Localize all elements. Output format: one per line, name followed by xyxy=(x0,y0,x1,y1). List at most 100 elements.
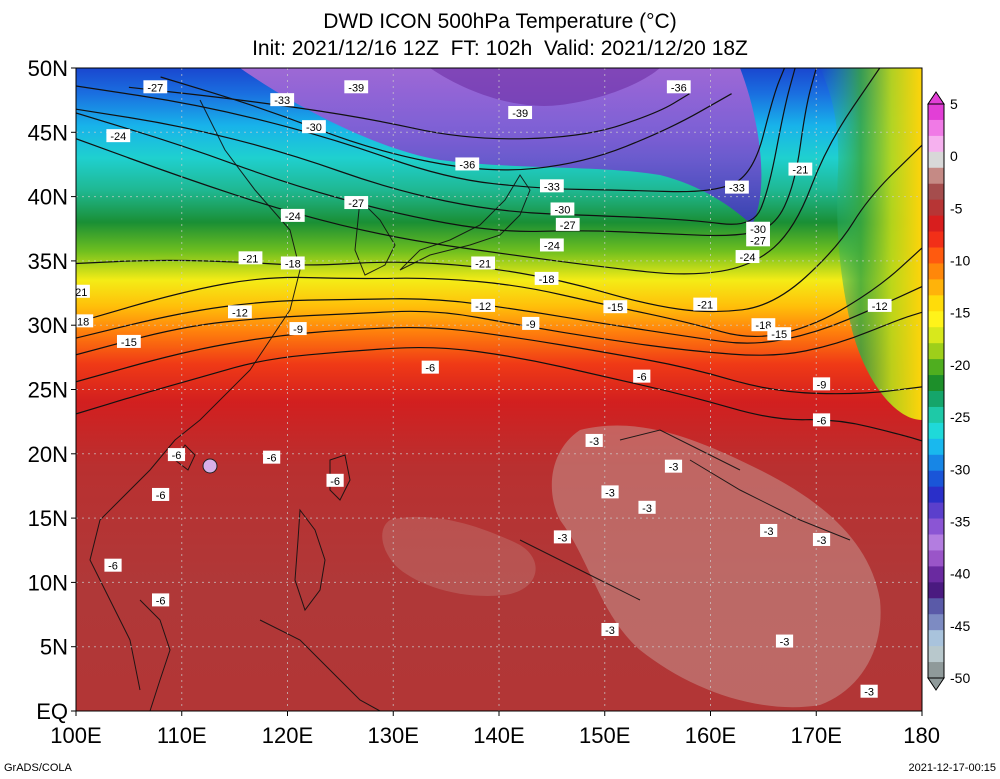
contour-label: -39 xyxy=(508,106,533,120)
colorbar-swatch xyxy=(928,375,944,392)
colorbar-swatch xyxy=(928,391,944,408)
contour-label: -6 xyxy=(152,593,170,607)
contour-line xyxy=(160,76,732,171)
contour-labels: -39-39-36-36-33-33 -33-30-30-30-27-27-27-… xyxy=(76,80,892,699)
contour-label-text: -3 xyxy=(558,532,568,544)
contour-label-box xyxy=(550,202,575,216)
contour-label-box xyxy=(746,221,770,235)
contour-label-text: -15 xyxy=(607,302,623,314)
colorbar-swatch xyxy=(928,231,944,248)
chart-subtitle: Init: 2021/12/16 12Z FT: 102h Valid: 202… xyxy=(252,37,748,60)
colorbar-label: -50 xyxy=(950,670,970,686)
contour-label-text: -24 xyxy=(285,211,301,223)
colorbar-swatch xyxy=(928,247,944,264)
contour-label-box xyxy=(725,180,749,194)
colorbar-swatch xyxy=(928,215,944,232)
contour-label-text: -30 xyxy=(750,224,766,236)
contour-label: -12 xyxy=(228,305,252,319)
colorbar-swatch xyxy=(928,438,944,456)
colorbar-swatch xyxy=(928,534,944,551)
contour-label-box xyxy=(633,369,651,383)
contour-label-box xyxy=(455,157,480,171)
contour-label: -3 xyxy=(601,622,619,637)
contour-label-text: -6 xyxy=(637,372,647,384)
contour-label-text: -9 xyxy=(526,319,536,331)
contour-label-text: -6 xyxy=(267,453,277,465)
colorbar-swatch xyxy=(928,104,944,121)
contour-label: -24 xyxy=(280,208,305,223)
colorbar-swatch xyxy=(928,279,944,296)
contour-label-box xyxy=(746,233,770,247)
colorbar-swatch xyxy=(928,311,944,328)
contour-label: -15 xyxy=(116,334,141,349)
lat-tick-label: 10N xyxy=(28,570,68,595)
colorbar-top-arrow xyxy=(927,91,945,105)
contour-label: -3 xyxy=(760,523,778,538)
colorbar-swatch xyxy=(928,566,944,583)
contour-label-box xyxy=(344,196,369,210)
contour-label-text: -9 xyxy=(817,379,827,391)
contour-label: -9 xyxy=(289,322,307,336)
contour-label-text: -6 xyxy=(156,595,166,607)
contour-label: -18 xyxy=(280,256,305,270)
contour-label-box xyxy=(775,634,794,648)
colorbar-label: 5 xyxy=(950,96,958,112)
contour-label-box xyxy=(767,327,792,341)
contour-label: -3 xyxy=(860,684,878,699)
contour-label-text: -12 xyxy=(872,301,888,313)
contour-label-text: -18 xyxy=(539,274,555,286)
contour-label: -3 xyxy=(585,433,603,448)
contour-label: -9 xyxy=(812,377,831,391)
contour-label: -18 xyxy=(76,314,94,328)
contour-label-box xyxy=(693,297,718,311)
lon-tick-label: 180 xyxy=(903,723,940,748)
lat-tick-label: 40N xyxy=(28,185,68,210)
longitude-axis: 100E 110E 120E 130E 140E 150E 160E 170E 180 xyxy=(50,711,940,748)
colorbar-bottom-arrow xyxy=(927,677,945,691)
contour-label-box xyxy=(522,316,540,330)
contour-label-box xyxy=(270,93,295,107)
contour-label-text: -33 xyxy=(544,181,560,193)
contour-label: -3 xyxy=(601,485,619,499)
contour-label-box xyxy=(76,314,94,328)
contour-line xyxy=(76,68,796,225)
contour-label-text: -12 xyxy=(475,301,491,313)
contour-label: 21 xyxy=(76,284,90,299)
colorbar-swatch xyxy=(928,119,944,137)
colorbar-swatch xyxy=(928,614,944,631)
contour-label-text: -3 xyxy=(605,625,615,637)
lat-tick-label: 50N xyxy=(28,56,68,81)
contour-label-box xyxy=(104,558,122,572)
colorbar: 5 0 -5 -10 -15 -20 -25 -30 -35 -40 -45 -50 xyxy=(927,91,970,691)
lon-tick-label: 130E xyxy=(368,723,419,748)
grid-lines xyxy=(76,68,922,711)
latitude-axis: 50N 45N 40N 35N 30N 25N 20N 15N 10N 5N EQ xyxy=(28,56,76,724)
contour-label-text: -36 xyxy=(459,159,475,171)
contour-label-box xyxy=(508,106,533,120)
contour-label-text: -33 xyxy=(274,95,290,107)
contour-label: -18 xyxy=(534,271,559,286)
contour-label: -9 xyxy=(522,316,540,331)
lat-tick-label: 35N xyxy=(28,249,68,274)
colorbar-swatch xyxy=(928,406,944,424)
contour-line xyxy=(76,346,922,442)
typhoon-core xyxy=(202,458,218,474)
contour-line xyxy=(128,86,690,140)
contour-label-text: -21 xyxy=(475,258,491,270)
colorbar-label: -25 xyxy=(950,409,970,425)
contour-label: -6 xyxy=(812,413,831,427)
contour-label: -27 xyxy=(344,196,369,210)
colorbar-swatch xyxy=(928,359,944,376)
lat-tick-label: 5N xyxy=(40,635,68,660)
colorbar-swatch xyxy=(928,263,944,280)
contour-label: -30 xyxy=(550,202,575,216)
contour-label-box xyxy=(106,129,131,143)
lon-tick-label: 150E xyxy=(579,723,630,748)
contour-label-box xyxy=(344,80,369,94)
colorbar-swatch xyxy=(928,518,944,535)
contour-label-box xyxy=(539,238,564,252)
contour-label-text: -3 xyxy=(764,526,774,538)
lon-tick-label: 140E xyxy=(473,723,524,748)
contour-label-text: -24 xyxy=(110,131,126,143)
contour-label-text: -21 xyxy=(243,253,259,265)
